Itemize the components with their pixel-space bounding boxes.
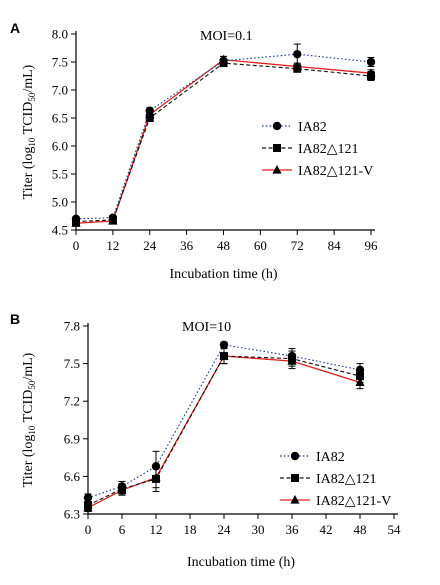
x-tick-label: 12	[106, 238, 119, 253]
legend-marker	[290, 451, 300, 461]
x-tick-label: 72	[291, 238, 304, 253]
series-line	[75, 62, 372, 223]
legend-label: IA82	[298, 120, 327, 135]
data-point	[219, 340, 229, 349]
y-tick-label: 6.0	[52, 139, 68, 154]
legend: IA82 IA82△121 IA82△121-V	[280, 450, 391, 509]
y-tick-label: 6.9	[64, 431, 80, 446]
y-axis-label-part: TCID	[21, 390, 36, 426]
x-tick-label: 60	[254, 238, 267, 253]
y-axis-label-part: Titer (log	[21, 435, 36, 488]
x-tick-label: 24	[143, 238, 157, 253]
y-tick-label: 7.2	[64, 394, 80, 409]
moi-annotation: MOI=10	[182, 320, 231, 335]
data-point	[293, 49, 302, 59]
x-tick-label: 24	[218, 522, 232, 537]
legend-label: IA82△121-V	[298, 164, 373, 179]
data-point	[83, 493, 93, 502]
series-0	[83, 340, 365, 502]
data-point	[219, 56, 228, 66]
series-0	[71, 43, 376, 223]
y-axis-label-part: TCID	[21, 102, 36, 138]
data-point	[145, 106, 154, 115]
y-tick-label: 4.5	[52, 223, 68, 238]
y-axis-label-subscript: 10	[27, 425, 37, 435]
chart-panel-b: B 6.3 6.6 6.9 7.2 7.5 7.8 0 6 12 18 24 30 36 42 48 54 Inc…	[10, 311, 401, 570]
series-line	[87, 355, 361, 506]
x-tick-label: 12	[150, 522, 163, 537]
data-point	[71, 214, 81, 223]
y-axis-label-part: Titer (log	[21, 147, 36, 200]
data-point	[145, 114, 154, 122]
legend-marker	[272, 165, 282, 174]
data-point	[108, 213, 118, 222]
series-line	[75, 59, 372, 224]
series-line	[75, 53, 372, 220]
y-axis-label-subscript: 10	[27, 137, 37, 147]
y-axis-label: Titer (log10 TCID50/mL)	[21, 352, 37, 487]
y-tick-label: 6.3	[64, 507, 80, 522]
legend-marker	[273, 144, 281, 152]
legend-label: IA82△121	[316, 472, 377, 487]
x-tick-label: 48	[354, 522, 367, 537]
x-tick-label: 36	[180, 238, 194, 253]
y-tick-label: 7.5	[64, 356, 80, 371]
x-tick-label: 54	[388, 522, 402, 537]
panel-label: A	[10, 20, 20, 36]
x-tick-label: 48	[217, 238, 230, 253]
legend-label: IA82△121-V	[316, 494, 391, 509]
data-point	[287, 351, 297, 361]
x-tick-label: 96	[365, 238, 379, 253]
legend-marker	[290, 495, 300, 504]
x-axis-label: Incubation time (h)	[169, 267, 277, 282]
x-tick-label: 6	[119, 522, 126, 537]
data-point	[293, 64, 302, 73]
data-point	[355, 365, 365, 375]
data-point	[366, 57, 376, 67]
x-tick-label: 0	[85, 522, 92, 537]
y-tick-label: 7.0	[52, 83, 68, 98]
legend-marker	[272, 121, 282, 131]
y-axis-label-part: /mL)	[21, 64, 36, 92]
y-tick-label: 8.0	[52, 27, 68, 42]
y-tick-label: 5.5	[52, 167, 68, 182]
series-line	[87, 344, 361, 499]
x-tick-label: 18	[184, 522, 197, 537]
y-axis-label-subscript: 50	[27, 380, 37, 390]
legend-label: IA82△121	[298, 142, 359, 157]
x-axis-label: Incubation time (h)	[187, 555, 295, 570]
y-tick-label: 7.5	[52, 55, 68, 70]
y-tick-label: 6.6	[64, 469, 81, 484]
y-axis-label-subscript: 50	[27, 92, 37, 102]
chart-panel-a: A 4.5 5.0 5.5 6.0 6.5 7.0 7.5 8.0 0 12 24 36 48 60 72 84…	[10, 20, 378, 282]
x-tick-label: 30	[252, 522, 265, 537]
data-point	[220, 352, 228, 361]
data-point	[117, 482, 127, 491]
series-2	[71, 54, 376, 227]
x-tick-label: 36	[286, 522, 300, 537]
x-tick-label: 42	[320, 522, 333, 537]
y-tick-label: 6.5	[52, 111, 68, 126]
x-tick-label: 0	[73, 238, 80, 253]
legend-label: IA82	[316, 450, 345, 465]
y-tick-label: 7.8	[64, 319, 80, 334]
legend-marker	[291, 474, 299, 482]
y-axis-label-part: /mL)	[21, 352, 36, 380]
panel-label: B	[10, 311, 20, 327]
x-tick-label: 84	[328, 238, 342, 253]
legend: IA82 IA82△121 IA82△121-V	[262, 120, 373, 179]
data-point	[367, 72, 375, 80]
data-point	[151, 462, 161, 471]
moi-annotation: MOI=0.1	[200, 29, 253, 44]
data-point	[84, 501, 92, 510]
y-axis-label: Titer (log10 TCID50/mL)	[21, 64, 37, 199]
y-tick-label: 5.0	[52, 195, 68, 210]
